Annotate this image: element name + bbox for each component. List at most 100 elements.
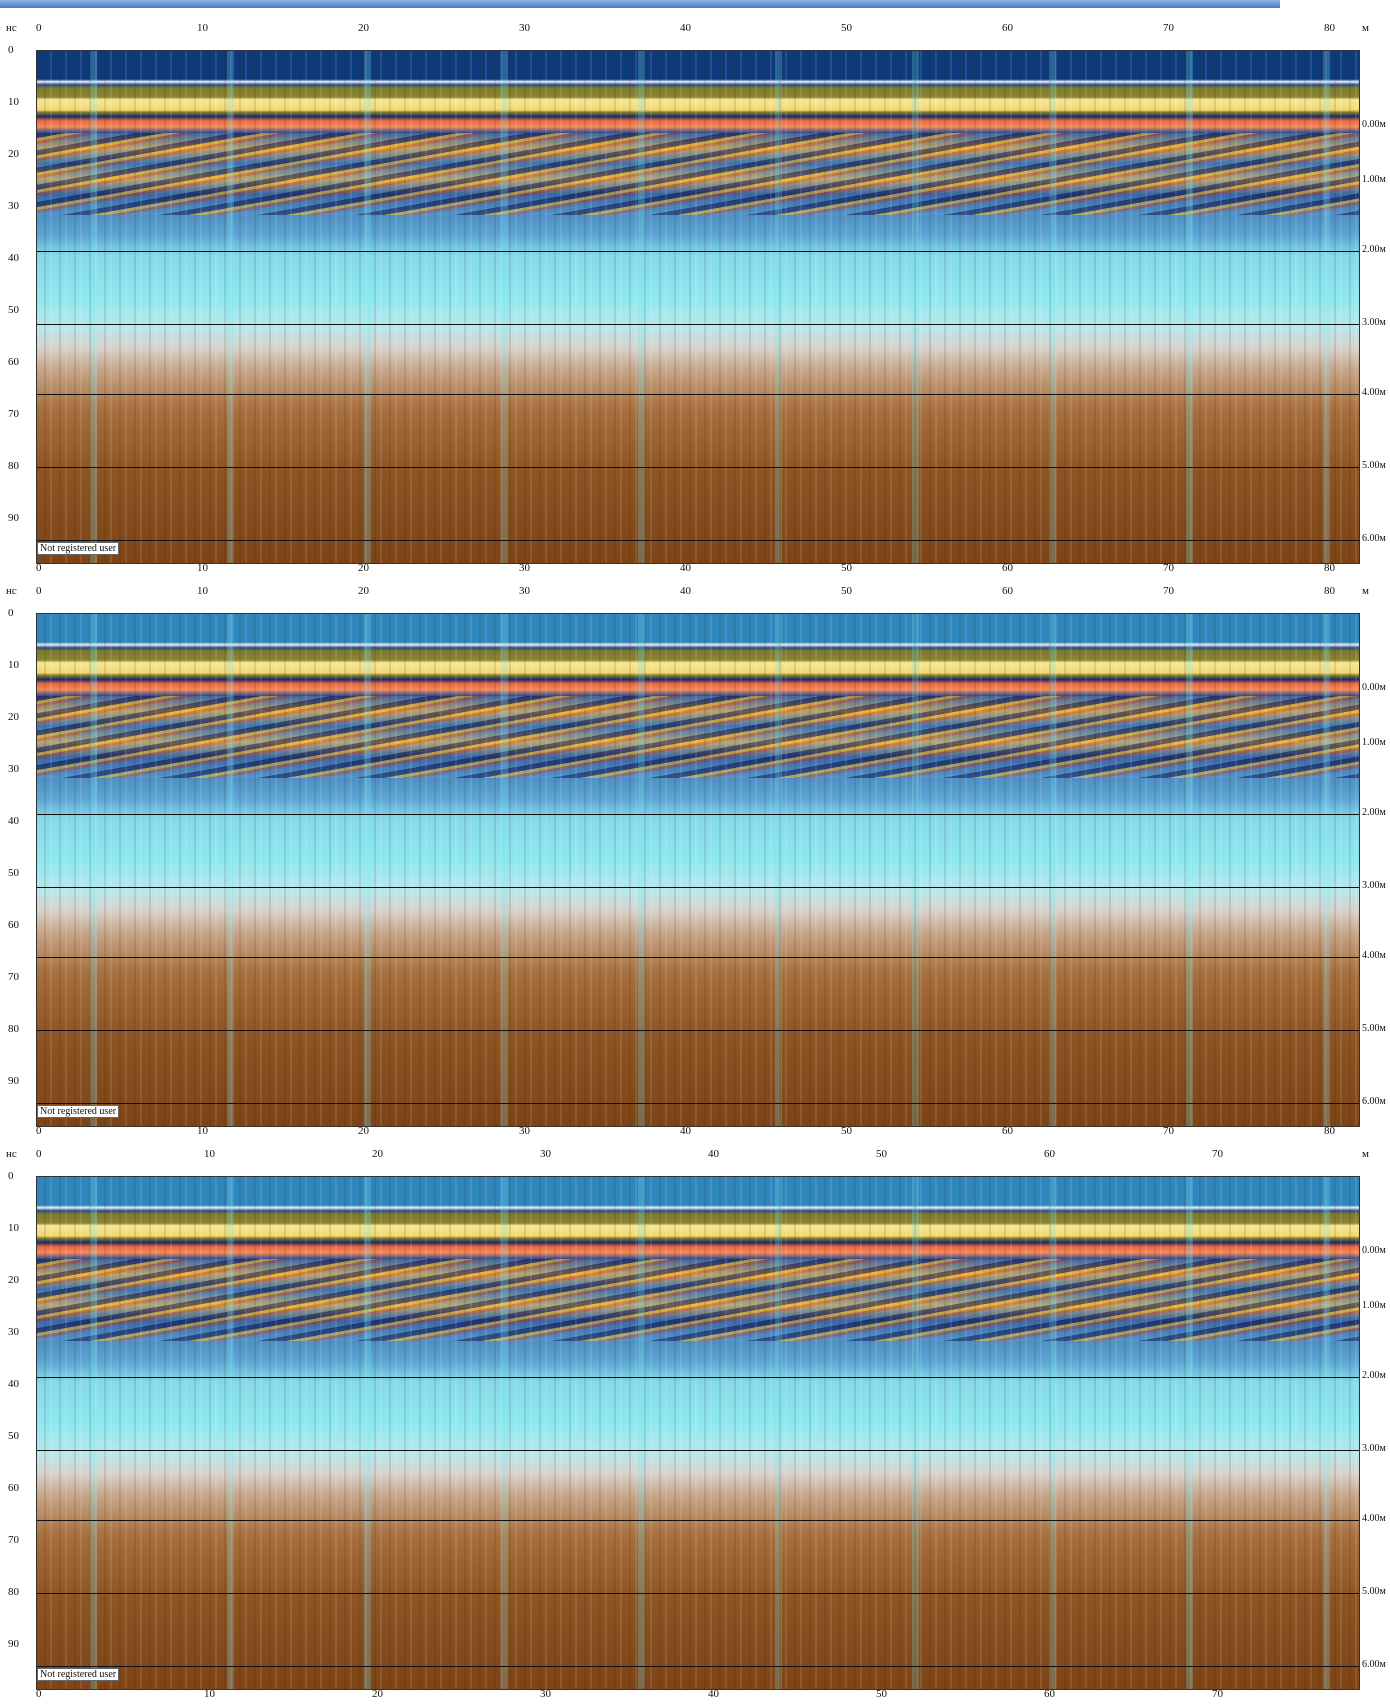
distance-tick-label: 10 [204,1148,215,1160]
radargram-panel: нсмNot registered user010203040506070809… [0,12,1390,578]
distance-tick-label: 60 [1002,585,1013,597]
depth-label: 1.00м [1362,737,1386,748]
depth-label: 3.00м [1362,880,1386,891]
distance-tick-label: 50 [841,585,852,597]
distance-tick-label: 50 [876,1688,887,1700]
page: (() => { const data = JSON.parse(documen… [0,0,1390,1696]
depth-label: 6.00м [1362,533,1386,544]
distance-tick-label: 20 [372,1688,383,1700]
watermark: Not registered user [37,1668,119,1681]
time-unit: нс [6,22,17,34]
depth-line [37,957,1359,958]
distance-unit: м [1362,1148,1369,1160]
depth-line [37,540,1359,541]
trace-streaks [37,614,1359,1126]
distance-tick-label: 80 [1324,22,1335,34]
time-tick-label: 50 [8,304,19,316]
time-tick-label: 30 [8,1326,19,1338]
distance-tick-label: 20 [358,562,369,574]
distance-tick-label: 30 [519,22,530,34]
depth-label: 0.00м [1362,1245,1386,1256]
trace-streaks [37,51,1359,563]
depth-line [37,887,1359,888]
time-tick-label: 90 [8,1075,19,1087]
time-tick-label: 80 [8,1023,19,1035]
distance-tick-label: 30 [540,1148,551,1160]
distance-tick-label: 0 [36,22,42,34]
distance-tick-label: 50 [841,22,852,34]
depth-label: 4.00м [1362,1513,1386,1524]
depth-line [37,467,1359,468]
time-tick-label: 10 [8,1222,19,1234]
time-unit: нс [6,1148,17,1160]
time-tick-label: 40 [8,815,19,827]
time-unit: нс [6,585,17,597]
distance-tick-label: 40 [708,1688,719,1700]
distance-tick-label: 60 [1002,1125,1013,1137]
distance-tick-label: 20 [372,1148,383,1160]
depth-label: 1.00м [1362,1300,1386,1311]
distance-tick-label: 0 [36,1688,42,1700]
distance-tick-label: 80 [1324,585,1335,597]
depth-label: 2.00м [1362,1370,1386,1381]
distance-tick-label: 70 [1163,562,1174,574]
distance-tick-label: 70 [1163,585,1174,597]
distance-unit: м [1362,585,1369,597]
time-tick-label: 60 [8,1482,19,1494]
radargram: Not registered user [36,1176,1360,1690]
window-bar [0,0,1280,8]
distance-unit: м [1362,22,1369,34]
distance-tick-label: 20 [358,585,369,597]
distance-tick-label: 10 [197,562,208,574]
time-tick-label: 20 [8,711,19,723]
distance-tick-label: 40 [680,585,691,597]
distance-tick-label: 0 [36,562,42,574]
distance-tick-label: 40 [680,22,691,34]
distance-tick-label: 30 [540,1688,551,1700]
depth-label: 6.00м [1362,1096,1386,1107]
distance-tick-label: 30 [519,1125,530,1137]
depth-label: 5.00м [1362,1586,1386,1597]
depth-line [37,1103,1359,1104]
distance-tick-label: 20 [358,1125,369,1137]
distance-tick-label: 30 [519,562,530,574]
time-tick-label: 30 [8,200,19,212]
distance-tick-label: 70 [1163,1125,1174,1137]
distance-tick-label: 80 [1324,1125,1335,1137]
time-tick-label: 80 [8,1586,19,1598]
time-tick-label: 20 [8,1274,19,1286]
depth-label: 3.00м [1362,317,1386,328]
time-tick-label: 20 [8,148,19,160]
depth-label: 5.00м [1362,1023,1386,1034]
distance-tick-label: 50 [876,1148,887,1160]
time-tick-label: 90 [8,512,19,524]
time-tick-label: 70 [8,1534,19,1546]
watermark: Not registered user [37,1105,119,1118]
distance-tick-label: 0 [36,1148,42,1160]
depth-label: 5.00м [1362,460,1386,471]
distance-tick-label: 70 [1212,1688,1223,1700]
depth-label: 2.00м [1362,244,1386,255]
depth-line [37,1666,1359,1667]
depth-line [37,1520,1359,1521]
distance-tick-label: 20 [358,22,369,34]
distance-tick-label: 10 [197,1125,208,1137]
distance-tick-label: 80 [1324,562,1335,574]
time-tick-label: 40 [8,1378,19,1390]
time-tick-label: 10 [8,96,19,108]
distance-tick-label: 60 [1002,562,1013,574]
time-tick-label: 60 [8,919,19,931]
depth-label: 6.00м [1362,1659,1386,1670]
depth-line [37,394,1359,395]
depth-label: 3.00м [1362,1443,1386,1454]
depth-label: 1.00м [1362,174,1386,185]
depth-line [37,1593,1359,1594]
depth-line [37,251,1359,252]
radargram: Not registered user [36,50,1360,564]
time-tick-label: 40 [8,252,19,264]
time-tick-label: 50 [8,1430,19,1442]
distance-tick-label: 70 [1212,1148,1223,1160]
time-tick-label: 70 [8,971,19,983]
distance-tick-label: 30 [519,585,530,597]
